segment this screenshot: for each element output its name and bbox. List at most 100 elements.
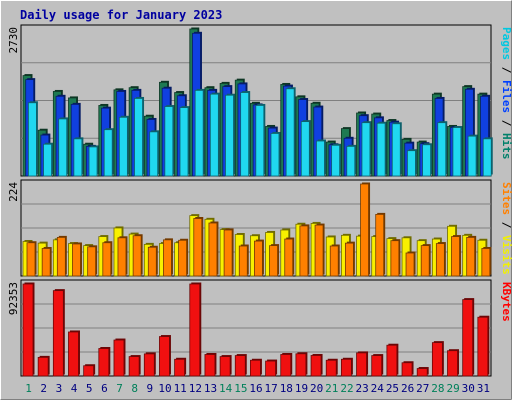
x-tick-label: 20 [310, 382, 323, 395]
bar-pages-day-31 [482, 138, 492, 177]
bar-pages-day-21 [331, 144, 341, 177]
x-tick-label: 15 [234, 382, 247, 395]
bar-pages-day-8 [134, 98, 143, 177]
bar-kbytes-day-9 [143, 353, 155, 377]
bar-sites-day-18 [284, 238, 294, 277]
bar-sites-day-17 [269, 245, 278, 277]
x-tick-label: 12 [189, 382, 202, 395]
bar-sites-day-9 [147, 246, 157, 277]
panel-kbytes: 92353 KBytes [7, 279, 512, 377]
panel-visits-sites: 224 Sites / Visits [7, 179, 512, 277]
x-tick-label: 28 [431, 382, 444, 395]
x-tick-label: 10 [158, 382, 171, 395]
panel-kbytes-max-label: 92353 [7, 282, 20, 315]
bar-kbytes-day-24 [371, 355, 383, 377]
bar-kbytes-day-14 [219, 356, 231, 377]
bar-pages-day-13 [209, 93, 219, 177]
bar-kbytes-day-11 [174, 358, 186, 377]
bar-pages-day-10 [164, 106, 174, 177]
bar-pages-day-28 [437, 122, 447, 177]
panel-visits-sites-max-label: 224 [7, 182, 20, 202]
bar-sites-day-23 [360, 183, 369, 277]
bar-kbytes-day-26 [401, 362, 413, 377]
legend-entry: Files [500, 80, 512, 113]
panel-hits-files-pages-max-label: 2730 [7, 27, 20, 54]
bar-kbytes-day-22 [340, 358, 352, 377]
x-tick-label: 16 [249, 382, 262, 395]
bar-kbytes-day-18 [280, 354, 292, 377]
x-tick-label: 1 [25, 382, 32, 395]
x-tick-label: 2 [40, 382, 47, 395]
bar-sites-day-8 [132, 235, 142, 277]
bar-pages-day-1 [27, 102, 37, 177]
bar-kbytes-day-25 [386, 344, 398, 377]
x-axis-day-labels: 1 2 3 4 5 6 7 8 9 10 11 12 13 14 15 16 17 18 19 20 21 22 23 24 2… [25, 382, 490, 395]
bar-pages-day-9 [149, 131, 159, 177]
legend-entry: Visits [500, 235, 512, 275]
legend-entry: / [500, 215, 512, 235]
bar-pages-day-29 [452, 127, 462, 177]
bar-kbytes-day-10 [159, 336, 170, 377]
bar-kbytes-day-12 [189, 283, 201, 377]
bar-sites-day-24 [375, 213, 385, 277]
bar-kbytes-day-17 [265, 360, 276, 377]
bar-pages-day-5 [88, 146, 98, 177]
x-tick-label: 29 [446, 382, 459, 395]
bar-sites-day-7 [117, 237, 127, 277]
bar-pages-day-27 [422, 144, 431, 177]
bar-kbytes-day-2 [37, 356, 49, 377]
x-tick-label: 13 [204, 382, 217, 395]
bar-sites-day-13 [208, 222, 218, 277]
bar-sites-day-22 [344, 242, 354, 277]
x-tick-label: 8 [131, 382, 138, 395]
legend-entry: / [500, 113, 512, 133]
bar-pages-day-22 [346, 145, 356, 177]
bar-pages-day-20 [316, 140, 325, 177]
bar-kbytes-day-13 [204, 354, 216, 377]
bar-kbytes-day-7 [113, 339, 125, 377]
bar-pages-day-30 [467, 135, 477, 177]
x-tick-label: 19 [295, 382, 308, 395]
panel-hits-files-pages: 2730 Pages / Files / Hits [7, 24, 512, 177]
bar-pages-day-2 [43, 143, 52, 177]
legend-entry: Hits [500, 133, 512, 160]
bar-sites-day-11 [178, 239, 188, 277]
bar-sites-day-28 [435, 243, 445, 277]
x-tick-label: 3 [56, 382, 63, 395]
bar-sites-day-15 [238, 245, 248, 277]
bar-sites-day-14 [223, 229, 233, 277]
bar-pages-day-19 [300, 121, 310, 177]
bar-pages-day-6 [103, 129, 113, 177]
x-tick-label: 21 [325, 382, 338, 395]
x-tick-label: 7 [116, 382, 123, 395]
bar-sites-day-30 [466, 236, 476, 277]
legend-entry: Pages [500, 27, 512, 60]
legend-entry: KBytes [500, 282, 512, 322]
bar-pages-day-7 [118, 116, 128, 177]
bar-sites-day-25 [390, 240, 400, 277]
chart-panels: 2730 Pages / Files / Hits 224 Sites / Visit… [7, 24, 512, 377]
panel-kbytes-legend: KBytes [500, 282, 512, 322]
x-tick-label: 9 [147, 382, 154, 395]
chart-title: Daily usage for January 2023 [20, 8, 222, 22]
bar-pages-day-24 [376, 122, 386, 177]
bar-sites-day-10 [163, 239, 172, 277]
x-tick-label: 23 [356, 382, 369, 395]
bar-pages-day-25 [391, 123, 401, 177]
bar-sites-day-2 [41, 248, 51, 277]
x-tick-label: 31 [477, 382, 490, 395]
x-tick-label: 25 [386, 382, 399, 395]
bar-sites-day-27 [420, 245, 430, 277]
bar-sites-day-29 [451, 236, 460, 277]
bar-sites-day-16 [254, 240, 263, 277]
bar-kbytes-day-16 [250, 359, 261, 377]
bar-sites-day-31 [481, 248, 491, 277]
x-tick-label: 17 [265, 382, 278, 395]
bar-sites-day-3 [56, 236, 66, 277]
bar-kbytes-day-1 [22, 283, 34, 377]
bar-sites-day-20 [314, 224, 324, 277]
bar-sites-day-19 [299, 225, 309, 277]
bar-kbytes-day-6 [98, 348, 110, 377]
x-tick-label: 4 [71, 382, 78, 395]
x-tick-label: 26 [401, 382, 414, 395]
